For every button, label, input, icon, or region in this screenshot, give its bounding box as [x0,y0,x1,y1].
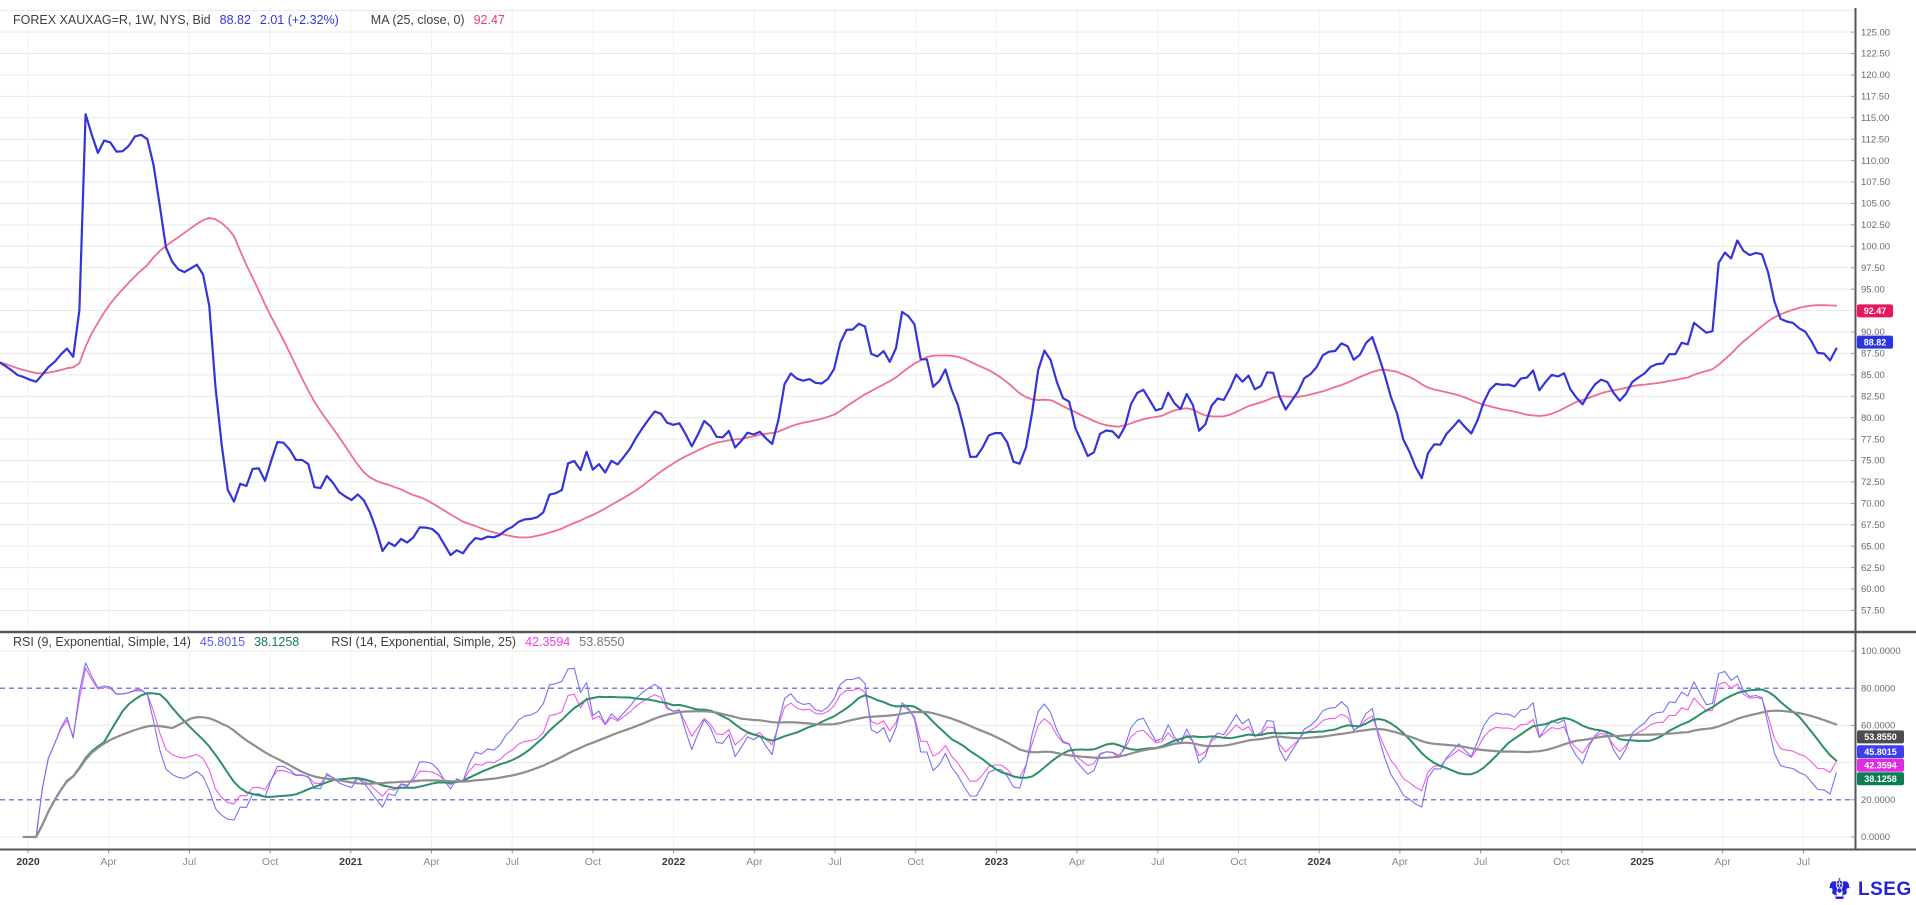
time-axis-label: Jul [828,856,841,868]
time-axis-label: Apr [101,856,118,868]
price-axis-label: 80.00 [1861,413,1885,424]
price-panel[interactable] [0,113,1838,557]
rsi-panel[interactable] [0,662,1855,839]
svg-text:88.82: 88.82 [1864,337,1887,347]
time-axis-label: Oct [262,856,278,868]
svg-text:38.1258: 38.1258 [1864,774,1897,784]
time-axis-label: Apr [423,856,440,868]
instrument-title: FOREX XAUXAG=R, 1W, NYS, Bid [13,13,211,27]
price-axis-label: 57.50 [1861,606,1885,617]
time-axis-label: 2025 [1630,856,1654,868]
price-axis-label: 60.00 [1861,584,1885,595]
time-axis-label: Jul [1797,856,1810,868]
rsi9-line [23,662,1837,838]
time-axis-label: Jul [1474,856,1487,868]
price-axis-label: 120.00 [1861,70,1890,81]
price-axis-label: 87.50 [1861,349,1885,360]
rsi14-line [23,667,1837,838]
time-axis-label: Apr [746,856,763,868]
time-axis-label: Oct [585,856,601,868]
price-axis-label: 105.00 [1861,199,1890,210]
lseg-logo: LSEG [1826,878,1912,902]
time-axis-label: 2024 [1308,856,1332,868]
price-axis-label: 125.00 [1861,27,1890,38]
time-axis-label: Apr [1715,856,1732,868]
price-axis-label: 107.50 [1861,177,1890,188]
rsi-axis-label: 0.0000 [1861,832,1890,843]
price-axis-label: 65.00 [1861,541,1885,552]
price-axis-label: 117.50 [1861,92,1889,103]
price-axis-label: 90.00 [1861,327,1885,338]
time-axis-label: Oct [1553,856,1569,868]
price-axis-label: 72.50 [1861,477,1885,488]
rsi-axis-label: 100.0000 [1861,646,1901,657]
bid-line [0,113,1838,557]
price-axis-label: 75.00 [1861,456,1885,467]
gridlines [0,8,1855,850]
rsi1-value: 45.8015 [199,635,246,649]
price-axis-label: 95.00 [1861,284,1885,295]
time-axis-label: 2022 [662,856,686,868]
price-axis-label: 67.50 [1861,520,1885,531]
ma-indicator-label[interactable]: MA (25, close, 0) [370,13,465,27]
price-axis[interactable]: 125.00 122.50 120.00 117.50 115.00 112.50 110.… [1851,8,1904,850]
price-axis-label: 102.50 [1861,220,1890,231]
price-axis-label: 122.50 [1861,49,1890,60]
svg-text:92.47: 92.47 [1864,306,1887,316]
axis-value-badge: 42.3594 [1857,758,1904,772]
ma-indicator-value: 92.47 [473,13,505,27]
price-axis-label: 110.00 [1861,156,1889,167]
rsi14_sma25-line [22,709,1838,839]
time-axis-label: 2021 [339,856,363,868]
price-axis-label: 97.50 [1861,263,1885,274]
price-axis-label: 82.50 [1861,391,1885,402]
rsi-axis-label: 80.0000 [1861,683,1895,694]
axis-value-badge: 88.82 [1857,335,1893,349]
rsi9_sma14-line [22,688,1838,838]
price-axis-label: 115.00 [1861,113,1889,124]
time-axis-label: Apr [1069,856,1086,868]
time-axis-label: Jul [1151,856,1164,868]
axis-value-badge: 53.8550 [1857,730,1904,744]
rsi2-ma-value: 53.8550 [579,635,625,649]
time-axis-label: Jul [505,856,518,868]
last-price-value: 88.82 [219,13,251,27]
axis-value-badge: 38.1258 [1857,772,1904,786]
rsi1-ma-value: 38.1258 [254,635,300,649]
time-axis-label: 2023 [985,856,1009,868]
rsi2-indicator-label[interactable]: RSI (14, Exponential, Simple, 25) [331,635,517,649]
rsi1-indicator-label[interactable]: RSI (9, Exponential, Simple, 14) [13,635,191,649]
price-axis-label: 77.50 [1861,434,1885,445]
price-axis-label: 112.50 [1861,134,1889,145]
price-axis-label: 62.50 [1861,563,1885,574]
time-axis[interactable]: 2020 Apr Jul Oct 2021 Apr Jul Oct 2022 Apr Jul Oct 2… [16,849,1810,869]
time-axis-label: 2020 [16,856,40,868]
time-axis-label: Oct [908,856,924,868]
axis-value-badge: 45.8015 [1857,745,1904,759]
lseg-wordmark: LSEG [1858,879,1912,900]
price-axis-label: 85.00 [1861,370,1885,381]
rsi-legend[interactable]: RSI (9, Exponential, Simple, 14) 45.8015… [13,633,624,651]
price-axis-label: 70.00 [1861,499,1885,510]
ma25-line [0,217,1838,539]
axis-value-badge: 92.47 [1857,304,1893,318]
price-change-value: 2.01 (+2.32%) [259,13,339,27]
price-legend[interactable]: FOREX XAUXAG=R, 1W, NYS, Bid 88.82 2.01 … [13,11,505,29]
svg-text:42.3594: 42.3594 [1864,761,1897,771]
lseg-crest-icon [1829,878,1850,899]
time-axis-label: Jul [183,856,196,868]
svg-text:45.8015: 45.8015 [1864,747,1897,757]
time-axis-label: Oct [1230,856,1246,868]
rsi-axis-label: 60.0000 [1861,721,1895,732]
time-axis-label: Apr [1392,856,1409,868]
rsi2-value: 42.3594 [525,635,571,649]
rsi-axis-label: 20.0000 [1861,795,1895,806]
price-axis-label: 100.00 [1861,242,1890,253]
svg-text:53.8550: 53.8550 [1864,732,1897,742]
